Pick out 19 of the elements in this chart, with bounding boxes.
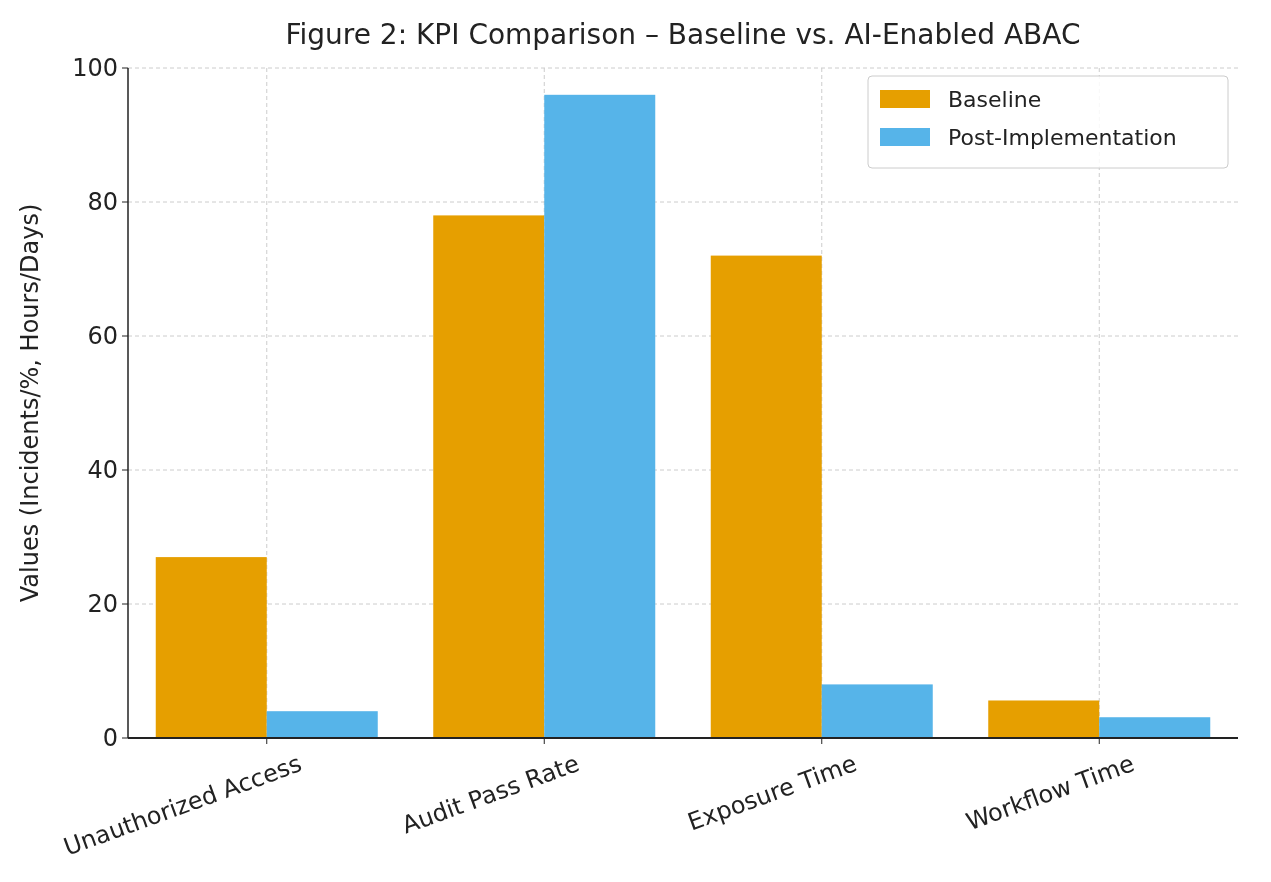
bar bbox=[1099, 717, 1211, 738]
chart-title: Figure 2: KPI Comparison – Baseline vs. AI-Enabled ABAC bbox=[285, 18, 1081, 51]
bar bbox=[821, 684, 933, 738]
y-tick-label: 60 bbox=[87, 322, 118, 351]
bar bbox=[710, 255, 822, 738]
y-tick-label: 100 bbox=[72, 54, 118, 83]
legend-label: Post-Implementation bbox=[948, 124, 1177, 150]
y-tick-label: 40 bbox=[87, 456, 118, 485]
bar bbox=[544, 94, 656, 738]
y-axis-title: Values (Incidents/%, Hours/Days) bbox=[16, 203, 44, 603]
bar bbox=[266, 711, 378, 738]
bar bbox=[988, 700, 1100, 738]
y-tick-label: 20 bbox=[87, 590, 118, 619]
y-tick-label: 80 bbox=[87, 188, 118, 217]
x-tick-label: Audit Pass Rate bbox=[398, 749, 583, 840]
y-tick-label: 0 bbox=[102, 724, 118, 753]
legend-label: Baseline bbox=[948, 86, 1042, 112]
bar bbox=[433, 215, 545, 738]
bar bbox=[155, 557, 267, 738]
